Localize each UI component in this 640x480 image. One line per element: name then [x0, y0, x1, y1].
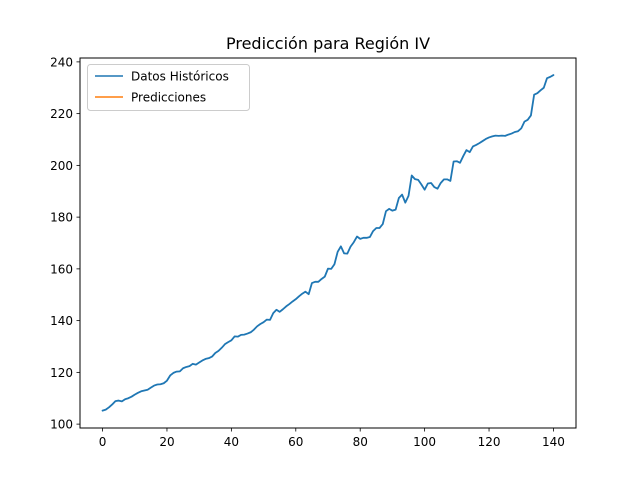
- chart-title: Predicción para Región IV: [226, 34, 430, 53]
- plot-area: [101, 74, 555, 412]
- y-axis: 100 120 140 160 180 200 220 240: [50, 55, 80, 432]
- x-axis: 0 20 40 60 80 100 120 140: [99, 428, 565, 449]
- legend-label-predicciones: Predicciones: [131, 91, 206, 105]
- y-tick-label: 180: [50, 211, 73, 225]
- x-tick-label: 100: [413, 435, 436, 449]
- y-tick-label: 120: [50, 366, 73, 380]
- y-tick-label: 220: [50, 107, 73, 121]
- legend: Datos Históricos Predicciones: [87, 64, 250, 111]
- x-tick-label: 60: [288, 435, 303, 449]
- legend-box: [87, 64, 250, 111]
- x-tick-label: 0: [99, 435, 107, 449]
- x-tick-label: 140: [542, 435, 565, 449]
- y-tick-label: 240: [50, 55, 73, 69]
- axes-frame: [79, 57, 577, 429]
- x-tick-label: 120: [478, 435, 501, 449]
- x-tick-label: 20: [159, 435, 174, 449]
- x-tick-label: 40: [224, 435, 239, 449]
- x-tick-label: 80: [353, 435, 368, 449]
- y-tick-label: 200: [50, 159, 73, 173]
- legend-label-historicos: Datos Históricos: [131, 70, 229, 84]
- y-tick-label: 100: [50, 418, 73, 432]
- y-tick-label: 160: [50, 262, 73, 276]
- series-line-historicos: [101, 74, 555, 412]
- y-tick-label: 140: [50, 314, 73, 328]
